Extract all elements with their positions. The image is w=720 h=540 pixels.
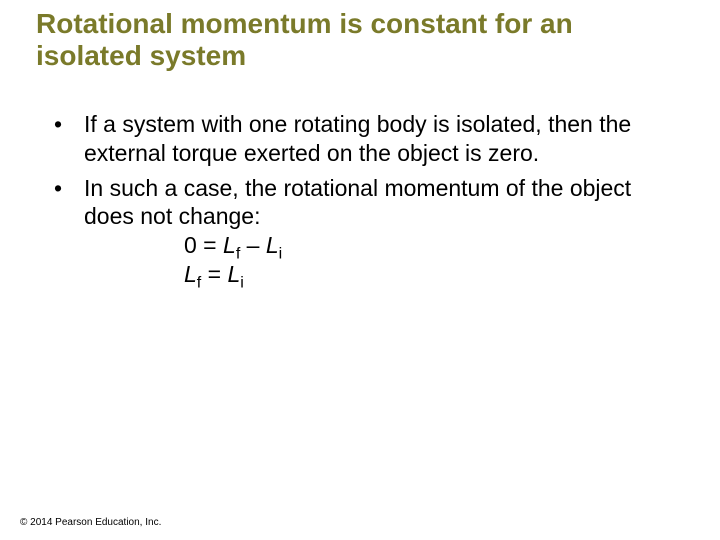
eq2-equals: =	[201, 261, 227, 287]
bullet-list: If a system with one rotating body is is…	[36, 110, 684, 289]
eq1-minus: –	[240, 232, 266, 258]
eq1-Li-var: L	[266, 232, 279, 258]
slide-title: Rotational momentum is constant for an i…	[36, 8, 684, 72]
eq2-Li-var: L	[228, 261, 241, 287]
eq1-sub-i: i	[279, 245, 283, 263]
eq1-Lf-var: L	[223, 232, 236, 258]
eq2-sub-i: i	[240, 273, 244, 291]
copyright-footer: © 2014 Pearson Education, Inc.	[20, 517, 161, 528]
bullet-1-text: If a system with one rotating body is is…	[84, 111, 631, 166]
slide-body: If a system with one rotating body is is…	[36, 110, 684, 295]
bullet-item-2: In such a case, the rotational momentum …	[36, 174, 684, 289]
eq1-lhs: 0	[184, 232, 197, 258]
equation-1: 0 = Lf – Li	[84, 231, 684, 260]
eq2-Lf-var: L	[184, 261, 197, 287]
equation-2: Lf = Li	[84, 260, 684, 289]
bullet-2-text: In such a case, the rotational momentum …	[84, 175, 631, 230]
slide: Rotational momentum is constant for an i…	[0, 0, 720, 540]
eq1-equals: =	[197, 232, 223, 258]
bullet-item-1: If a system with one rotating body is is…	[36, 110, 684, 168]
